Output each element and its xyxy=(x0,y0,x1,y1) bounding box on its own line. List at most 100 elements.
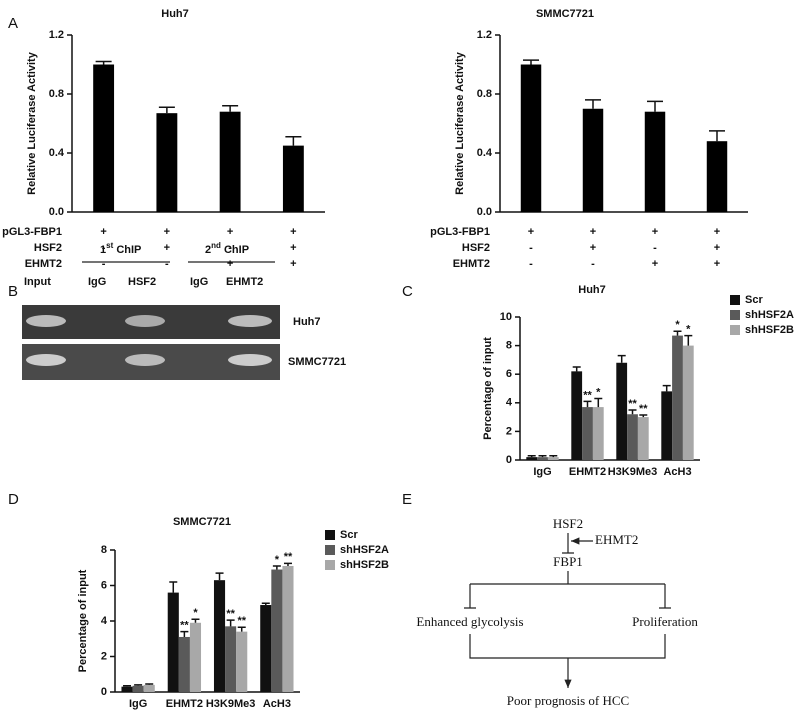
arrow-edge xyxy=(469,634,666,688)
legend-label: shHSF2B xyxy=(340,559,389,571)
bar xyxy=(213,580,226,692)
y-tick-label: 6 xyxy=(101,579,107,591)
bar xyxy=(592,407,604,460)
legend-label: shHSF2A xyxy=(340,544,389,556)
gel-band xyxy=(228,354,272,366)
error-bar xyxy=(169,581,178,593)
y-tick-label: 1.2 xyxy=(477,29,492,41)
y-tick-label: 8 xyxy=(101,544,107,556)
condition-value: - xyxy=(228,242,232,254)
significance: ** xyxy=(583,389,592,401)
y-axis-label: Relative Luciferase Activity xyxy=(26,51,38,195)
error-bar xyxy=(237,626,246,632)
condition-value: + xyxy=(164,226,170,238)
condition-value: + xyxy=(100,226,106,238)
error-bar xyxy=(261,602,270,606)
lane-label: IgG xyxy=(88,276,106,288)
error-bar xyxy=(215,572,224,581)
legend-swatch xyxy=(325,530,335,540)
legend-swatch xyxy=(325,560,335,570)
y-tick-label: 0.4 xyxy=(477,147,493,159)
bar xyxy=(537,457,548,460)
bar xyxy=(132,685,144,692)
condition-value: + xyxy=(714,226,720,238)
error-bar xyxy=(285,136,302,146)
y-tick-label: 2 xyxy=(506,425,512,437)
condition-value: - xyxy=(591,258,595,270)
error-bar xyxy=(523,59,539,65)
error-bar xyxy=(145,683,154,685)
y-axis-label: Percentage of input xyxy=(482,337,494,440)
significance: ** xyxy=(628,398,637,410)
gel-label: Input xyxy=(24,276,51,288)
chart-title: SMMC7721 xyxy=(173,516,231,528)
y-axis-label: Percentage of input xyxy=(77,569,89,672)
condition-value: + xyxy=(652,226,658,238)
x-tick-label: EHMT2 xyxy=(569,466,606,478)
diagram-edges xyxy=(464,533,671,688)
y-tick-label: 10 xyxy=(500,311,512,323)
bar xyxy=(271,569,283,692)
panel-label: E xyxy=(402,491,412,508)
chart-title: Huh7 xyxy=(161,8,189,20)
legend-swatch xyxy=(730,325,740,335)
y-tick-label: 0 xyxy=(506,454,512,466)
condition-value: + xyxy=(528,226,534,238)
condition-value: - xyxy=(653,242,657,254)
legend-swatch xyxy=(730,310,740,320)
y-tick-label: 4 xyxy=(101,615,108,627)
error-bar xyxy=(673,330,682,336)
bar xyxy=(672,335,683,460)
bar xyxy=(143,684,155,692)
panel-label: B xyxy=(8,283,18,300)
condition-value: - xyxy=(102,258,106,270)
node: Poor prognosis of HCC xyxy=(507,693,629,708)
gel-band xyxy=(228,315,272,327)
inhibit-edge xyxy=(562,533,574,554)
node: FBP1 xyxy=(553,554,583,569)
y-tick-label: 0.4 xyxy=(49,147,65,159)
error-bar xyxy=(662,384,671,392)
gel-label: 2nd ChIP xyxy=(205,241,249,256)
condition-label: HSF2 xyxy=(462,242,490,254)
bar xyxy=(661,391,673,460)
bar xyxy=(526,457,538,460)
significance: ** xyxy=(226,608,235,620)
condition-value: + xyxy=(290,226,296,238)
error-bar xyxy=(538,454,547,458)
bar xyxy=(236,631,248,692)
error-bar xyxy=(134,684,143,686)
condition-value: + xyxy=(227,226,233,238)
error-bar xyxy=(527,454,536,458)
error-bar xyxy=(628,409,637,415)
significance: * xyxy=(675,319,680,331)
bar xyxy=(637,417,649,460)
bar xyxy=(219,111,241,212)
bar xyxy=(582,407,593,460)
node: HSF2 xyxy=(553,516,583,531)
bar xyxy=(616,362,628,460)
error-bar xyxy=(617,354,626,363)
condition-value: - xyxy=(165,258,169,270)
error-bar xyxy=(95,60,112,65)
row-label: SMMC7721 xyxy=(288,356,346,368)
panel-label: D xyxy=(8,491,19,508)
legend-label: shHSF2A xyxy=(745,309,794,321)
error-bar xyxy=(594,397,603,408)
bar xyxy=(178,636,190,692)
significance: ** xyxy=(639,403,648,415)
error-bar xyxy=(283,562,292,566)
legend-swatch xyxy=(325,545,335,555)
y-tick-label: 0.8 xyxy=(477,88,492,100)
condition-value: + xyxy=(714,258,720,270)
node: Enhanced glycolysis xyxy=(416,614,523,629)
condition-label: pGL3-FBP1 xyxy=(430,226,490,238)
error-bar xyxy=(585,99,601,109)
lane-label: HSF2 xyxy=(128,276,156,288)
condition-value: - xyxy=(529,258,533,270)
error-bar xyxy=(583,400,592,408)
error-bar xyxy=(180,630,189,637)
legend-label: shHSF2B xyxy=(745,324,794,336)
x-tick-label: H3K9Me3 xyxy=(206,698,256,710)
significance: * xyxy=(275,554,280,566)
